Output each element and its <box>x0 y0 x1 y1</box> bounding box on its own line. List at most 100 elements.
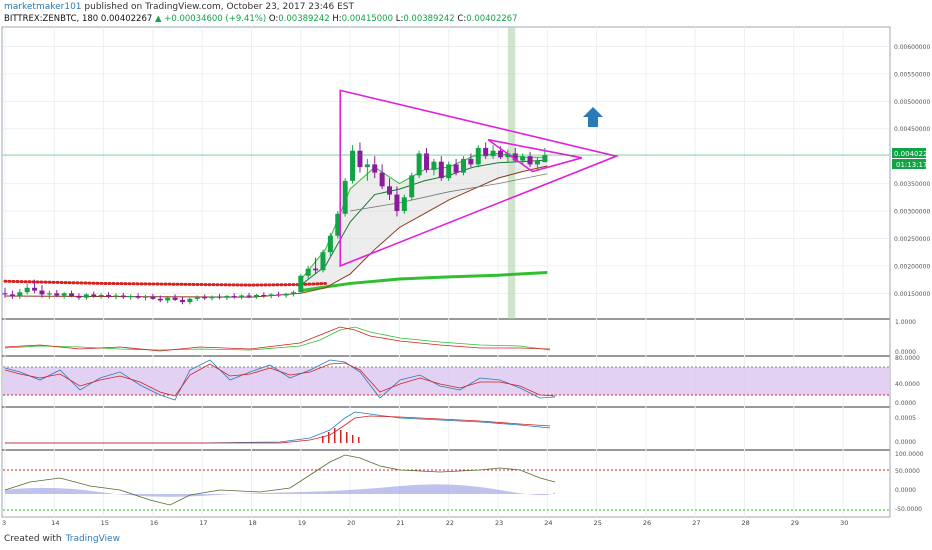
y-tick-label: 0.00200000 <box>894 263 930 270</box>
candle <box>394 186 400 217</box>
candle-body <box>512 153 518 161</box>
candle-body <box>261 294 267 297</box>
candle-body <box>438 161 444 179</box>
candle <box>483 142 489 159</box>
candle <box>61 292 67 299</box>
candle <box>46 290 52 299</box>
candle-body <box>194 297 200 299</box>
candle <box>17 288 23 299</box>
low-value: 0.00389242 <box>403 14 455 24</box>
y-tick-label: 0.00350000 <box>894 181 930 188</box>
candle-body <box>224 296 230 298</box>
candle <box>24 283 30 295</box>
candle <box>490 145 496 159</box>
candle <box>9 290 15 299</box>
price-tag-label: 0.00402267 <box>894 150 932 158</box>
candle-body <box>61 293 67 296</box>
y-tick-label: 0.00600000 <box>894 44 930 51</box>
candle-body <box>401 197 407 212</box>
candle-body <box>446 164 452 179</box>
triangle-drawings[interactable] <box>339 89 619 268</box>
svg-text:0.0000: 0.0000 <box>895 439 916 446</box>
countdown-tag-label: 01:13:17 <box>896 161 927 169</box>
x-tick-label: 3 <box>2 519 6 527</box>
candle-body <box>179 299 185 303</box>
candle-body <box>9 294 15 297</box>
up-arrow-icon[interactable] <box>583 107 603 127</box>
x-tick-label: 15 <box>101 519 109 527</box>
high-value: 0.00415000 <box>341 14 393 24</box>
close-label: C: <box>457 14 467 24</box>
candle-body <box>83 294 89 298</box>
candle <box>135 293 141 300</box>
candle-body <box>120 295 126 298</box>
y-tick-label: 0.00150000 <box>894 291 930 298</box>
candle-body <box>497 150 503 158</box>
candle <box>468 153 474 168</box>
x-tick-label: 19 <box>298 519 306 527</box>
candle <box>534 157 540 170</box>
candle <box>106 292 112 299</box>
candle <box>320 249 326 273</box>
candle-body <box>2 293 8 295</box>
publisher-line: marketmaker101 published on TradingView.… <box>4 2 354 12</box>
candle-body <box>409 175 415 198</box>
open-label: O: <box>268 14 279 24</box>
indicator-pane-4: 100.0000 50.0000 0.0000 -50.0000 <box>3 451 924 513</box>
y-tick-label: 0.00450000 <box>894 126 930 133</box>
indicator-pane-1: 1.0000 0.0000 <box>4 319 916 356</box>
x-tick-label: 23 <box>495 519 503 527</box>
ribbon-area <box>300 153 548 294</box>
indicator-pane-2: 80.0000 40.0000 0.0000 <box>3 355 920 407</box>
candle <box>98 293 104 299</box>
publisher-name[interactable]: marketmaker101 <box>4 2 82 12</box>
candle-body <box>54 293 60 296</box>
grid <box>3 27 889 517</box>
svg-text:0.0000: 0.0000 <box>895 349 916 356</box>
candle-body <box>335 213 341 236</box>
svg-text:0.0005: 0.0005 <box>895 415 916 422</box>
candle-body <box>32 287 38 291</box>
svg-text:50.0000: 50.0000 <box>895 468 920 475</box>
candle <box>143 294 149 301</box>
candle <box>113 293 119 300</box>
candle <box>216 293 222 300</box>
candle-body <box>460 158 466 173</box>
candle-body <box>372 164 378 173</box>
x-tick-label: 24 <box>544 519 552 527</box>
candle <box>424 147 430 173</box>
candle-body <box>24 287 30 293</box>
overlay-ma_red <box>3 279 327 287</box>
candle-body <box>128 296 134 298</box>
candle <box>401 194 407 214</box>
candle-body <box>431 161 437 170</box>
price-chart[interactable]: 0.00600000 0.00550000 0.00500000 0.00450000… <box>0 0 932 528</box>
svg-text:100.0000: 100.0000 <box>895 451 924 458</box>
symbol-line: BITTREX:ZENBTC, 180 0.00402267 ▲ +0.0003… <box>4 14 518 24</box>
candle-body <box>69 293 75 297</box>
candle-body <box>165 297 171 301</box>
footer-brand[interactable]: TradingView <box>65 534 120 544</box>
candle <box>165 296 171 304</box>
countdown-tag <box>892 159 926 169</box>
candle <box>179 296 185 305</box>
candle-body <box>490 150 496 157</box>
candle-body <box>91 294 97 297</box>
candle <box>387 178 393 201</box>
last-price: 0.00402267 <box>100 14 153 24</box>
candle <box>187 297 193 305</box>
footer: Created with TradingView <box>4 534 120 544</box>
candle <box>446 161 452 181</box>
candle-body <box>542 155 548 163</box>
candle <box>150 293 156 300</box>
candle-body <box>143 296 149 298</box>
y-tick-label: 0.00300000 <box>894 209 930 216</box>
candle <box>431 158 437 176</box>
candle <box>69 290 75 298</box>
y-tick-label: 0.00550000 <box>894 71 930 78</box>
highlight-column <box>507 27 516 319</box>
candle <box>268 293 274 299</box>
candle-body <box>364 164 370 168</box>
candle <box>246 292 252 299</box>
candle <box>409 172 415 201</box>
